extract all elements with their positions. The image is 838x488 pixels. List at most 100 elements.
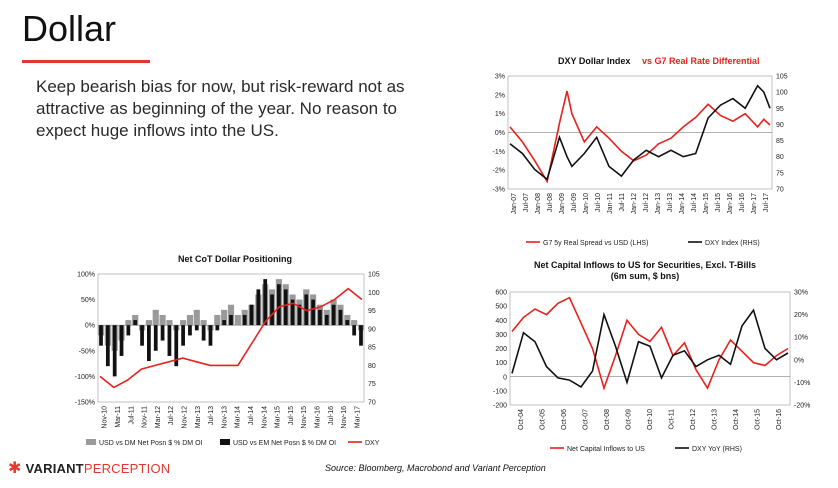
- dxy-x-tick: Jan-16: [727, 193, 734, 215]
- cot-chart: Net CoT Dollar Positioning 100% 50% 0% -50%…: [58, 252, 403, 452]
- dxy-y-left-tick: -1%: [493, 149, 505, 156]
- cot-bar: [277, 284, 281, 326]
- dxy-x-tick: Jan-12: [631, 193, 638, 215]
- cot-x-tick: Mar-17: [354, 406, 361, 428]
- cot-bar: [133, 320, 138, 326]
- cot-bar: [229, 314, 233, 326]
- cot-bar: [112, 325, 117, 377]
- slide-body-text: Keep bearish bias for now, but risk-rewa…: [36, 77, 405, 140]
- inflows-y-left-tick: 400: [495, 318, 507, 325]
- dxy-y-right-tick: 80: [776, 154, 784, 161]
- inflows-y-right-tick: 10%: [794, 335, 808, 342]
- inflows-y-right-tick: -20%: [794, 403, 810, 410]
- cot-bar: [119, 325, 124, 356]
- cot-y-right-tick: 105: [368, 272, 380, 279]
- cot-bar: [193, 309, 200, 326]
- cot-bar: [180, 320, 187, 326]
- cot-x-tick: Jul-15: [288, 406, 295, 425]
- cot-bar: [167, 325, 172, 356]
- cot-x-tick: Nov-15: [301, 406, 308, 429]
- cot-y-left-tick: 100%: [77, 272, 95, 279]
- cot-x-tick: Jul-16: [328, 406, 335, 425]
- inflows-y-right-tick: 20%: [794, 312, 808, 319]
- inflows-x-tick: Oct-09: [625, 409, 632, 430]
- title-underline: [22, 60, 150, 63]
- cot-x-tick: Mar-14: [235, 406, 242, 428]
- dxy-x-tick: Jul-07: [523, 193, 530, 212]
- cot-bar: [256, 289, 261, 326]
- cot-x-tick: Nov-13: [221, 406, 228, 429]
- cot-bar: [166, 320, 173, 326]
- dxy-y-right-tick: 105: [776, 74, 788, 81]
- cot-bar: [126, 325, 131, 336]
- dxy-x-tick: Jul-16: [739, 193, 746, 212]
- dxy-x-tick: Jul-09: [571, 193, 578, 212]
- dxy-y-left-tick: -2%: [493, 168, 505, 175]
- cot-y-right-tick: 90: [368, 326, 376, 333]
- cot-bar: [351, 320, 358, 326]
- logo-text-perception: PERCEPTION: [83, 460, 171, 476]
- cot-bar: [222, 320, 227, 326]
- cot-x-tick: Nov-10: [102, 406, 109, 429]
- cot-bar: [331, 304, 336, 326]
- dxy-legend-label: G7 5y Real Spread vs USD (LHS): [543, 240, 648, 247]
- cot-bar: [194, 325, 199, 331]
- cot-x-tick: Jul-13: [208, 406, 215, 425]
- inflows-chart-svg: Net Capital Inflows to US for Securities…: [493, 260, 810, 453]
- cot-series-line: [99, 287, 363, 389]
- cot-y-right-tick: 80: [368, 363, 376, 370]
- inflows-chart-title-line2: (6m sum, $ bns): [611, 271, 680, 281]
- cot-bar: [352, 325, 357, 336]
- dxy-y-right-tick: 95: [776, 106, 784, 113]
- dxy-x-tick: Jan-14: [679, 193, 686, 215]
- cot-x-tick: Jul-11: [128, 406, 135, 425]
- cot-bar: [125, 320, 132, 326]
- cot-y-left-tick: -100%: [75, 374, 95, 381]
- dxy-series-line: [509, 90, 771, 184]
- cot-bar: [242, 314, 247, 326]
- inflows-y-right-tick: 0%: [794, 357, 804, 364]
- dxy-legend-label: DXY Index (RHS): [705, 240, 760, 247]
- cot-x-tick: Mar-15: [275, 406, 282, 428]
- inflows-series-line: [511, 296, 789, 391]
- inflows-x-tick: Oct-12: [690, 409, 697, 430]
- dxy-x-tick: Jul-14: [691, 193, 698, 212]
- cot-legend-label: DXY: [365, 440, 380, 447]
- cot-bar: [234, 314, 241, 326]
- cot-bar: [99, 325, 103, 346]
- dxy-chart-svg: DXY Dollar Index vs G7 Real Rate Differe…: [493, 56, 788, 247]
- inflows-legend-label: DXY YoY (RHS): [692, 446, 742, 453]
- cot-legend-label: USD vs EM Net Posn $ % DM OI: [233, 440, 336, 447]
- dxy-x-tick: Jul-08: [547, 193, 554, 212]
- cot-bar: [214, 314, 221, 326]
- dxy-x-tick: Jul-13: [667, 193, 674, 212]
- inflows-y-left-tick: 600: [495, 290, 507, 297]
- cot-chart-svg: Net CoT Dollar Positioning 100% 50% 0% -50%…: [75, 254, 380, 447]
- inflows-y-right-tick: -10%: [794, 380, 810, 387]
- cot-x-tick: Mar-12: [155, 406, 162, 428]
- dxy-y-left-tick: 0%: [495, 130, 505, 137]
- inflows-chart-title-line1: Net Capital Inflows to US for Securities…: [534, 260, 756, 270]
- dxy-x-tick: Jan-07: [511, 193, 518, 215]
- inflows-y-left-tick: 100: [495, 360, 507, 367]
- dxy-chart-title: DXY Dollar Index: [558, 56, 630, 66]
- inflows-y-left-tick: 0: [503, 374, 507, 381]
- cot-y-left-tick: -150%: [75, 400, 95, 407]
- dxy-x-tick: Jan-10: [583, 193, 590, 215]
- dxy-x-tick: Jan-17: [751, 193, 758, 215]
- cot-x-tick: Nov-16: [341, 406, 348, 429]
- cot-bar: [338, 309, 343, 326]
- cot-y-right-tick: 85: [368, 345, 376, 352]
- cot-bar: [152, 309, 159, 326]
- company-logo: ✱ VARIANT PERCEPTION: [8, 458, 170, 478]
- cot-x-tick: Nov-11: [142, 406, 149, 428]
- dxy-y-left-tick: 2%: [495, 92, 505, 99]
- cot-bar: [359, 325, 363, 346]
- dxy-y-right-tick: 75: [776, 170, 784, 177]
- dxy-x-tick: Jan-11: [607, 193, 614, 214]
- cot-bar: [290, 299, 295, 326]
- cot-bar: [160, 325, 165, 341]
- cot-bar: [188, 325, 192, 336]
- inflows-x-tick: Oct-05: [539, 409, 546, 430]
- inflows-x-tick: Oct-04: [518, 409, 525, 430]
